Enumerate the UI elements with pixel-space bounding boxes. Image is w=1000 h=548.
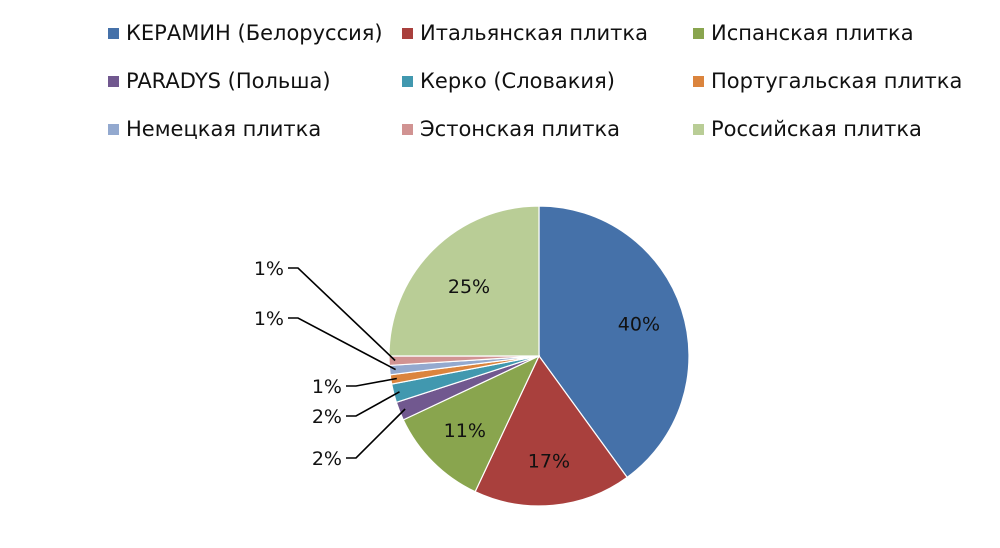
leader-line xyxy=(288,317,396,371)
legend-swatch xyxy=(402,27,413,39)
legend-swatch xyxy=(693,75,704,87)
legend-item: Российская плитка xyxy=(693,117,922,141)
legend-swatch xyxy=(108,27,119,39)
chart-legend: КЕРАМИН (Белоруссия) Итальянская плитка Ис… xyxy=(0,0,1000,160)
data-label: 1% xyxy=(254,258,284,280)
data-label: 1% xyxy=(254,308,284,330)
legend-item: Эстонская плитка xyxy=(402,117,620,141)
legend-label: КЕРАМИН (Белоруссия) xyxy=(126,21,383,45)
legend-label: Немецкая плитка xyxy=(126,117,322,141)
data-label: 2% xyxy=(312,448,342,470)
legend-item: Португальская плитка xyxy=(693,69,962,93)
legend-swatch xyxy=(402,123,413,135)
data-label: 2% xyxy=(312,406,342,428)
legend-item: Итальянская плитка xyxy=(402,21,648,45)
data-label: 40% xyxy=(618,314,660,336)
legend-item: Испанская плитка xyxy=(693,21,914,45)
leader-line xyxy=(288,267,396,362)
legend-swatch xyxy=(402,75,413,87)
data-label: 11% xyxy=(444,420,486,442)
legend-label: Португальская плитка xyxy=(711,69,963,93)
leader-line xyxy=(346,391,400,417)
pie-slice xyxy=(474,354,629,507)
pie-slice xyxy=(538,205,690,479)
legend-item: КЕРАМИН (Белоруссия) xyxy=(108,21,383,45)
leader-line xyxy=(346,377,397,387)
legend-label: PARADYS (Польша) xyxy=(126,69,331,93)
leader-line xyxy=(346,408,406,459)
pie-slice xyxy=(388,205,540,357)
legend-item: Немецкая плитка xyxy=(108,117,321,141)
legend-swatch xyxy=(693,27,704,39)
legend-swatch xyxy=(108,75,119,87)
legend-item: PARADYS (Польша) xyxy=(108,69,331,93)
data-label: 1% xyxy=(312,376,342,398)
data-label: 25% xyxy=(448,276,490,298)
legend-swatch xyxy=(108,123,119,135)
legend-label: Эстонская плитка xyxy=(420,117,621,141)
legend-label: Итальянская плитка xyxy=(420,21,648,45)
legend-item: Керко (Словакия) xyxy=(402,69,615,93)
data-label: 17% xyxy=(528,451,570,473)
legend-label: Испанская плитка xyxy=(711,21,914,45)
legend-swatch xyxy=(693,123,704,135)
legend-label: Керко (Словакия) xyxy=(420,69,615,93)
pie-slice xyxy=(402,354,541,493)
legend-label: Российская плитка xyxy=(711,117,922,141)
